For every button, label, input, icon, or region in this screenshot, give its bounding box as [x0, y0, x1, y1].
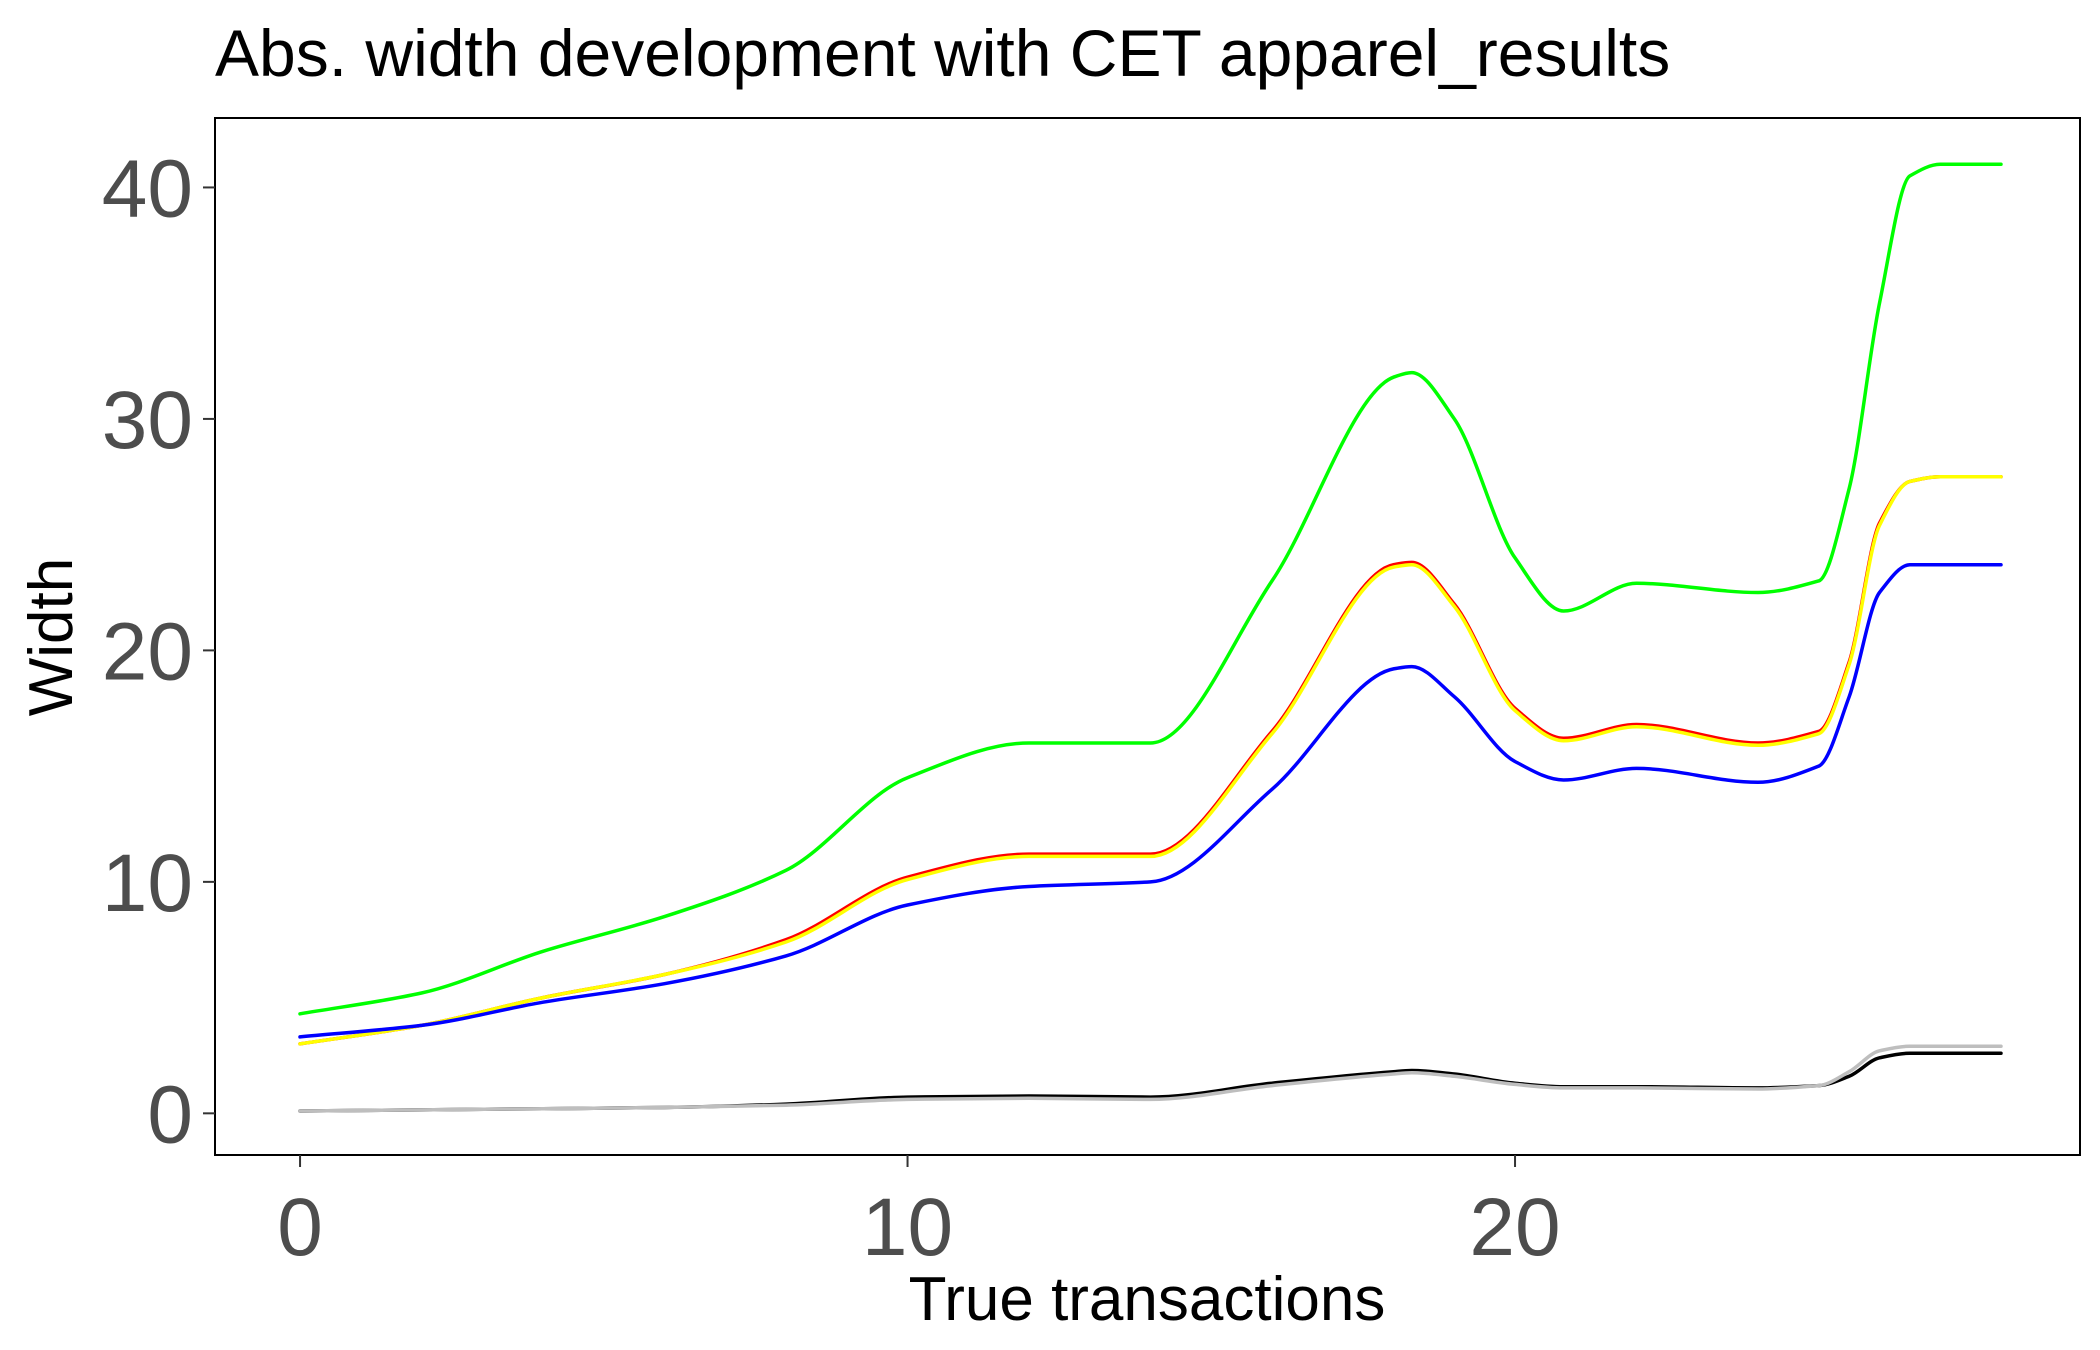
x-axis-title: True transactions [909, 1265, 1386, 1334]
x-tick-label: 0 [277, 1182, 323, 1273]
series-line-1 [298, 162, 2003, 1016]
y-tick-label: 30 [102, 375, 193, 466]
chart-title: Abs. width development with CET apparel_… [215, 16, 1670, 90]
series-line-6 [298, 1044, 2003, 1113]
plot-panel [214, 117, 2081, 1156]
y-tick-label: 0 [147, 1069, 193, 1160]
series-line-4 [298, 562, 2003, 1039]
series-layer [298, 162, 2003, 1113]
y-axis-title: Width [17, 558, 86, 716]
series-line-3 [298, 475, 2003, 1046]
y-tick-label: 10 [102, 838, 193, 929]
x-tick-label: 20 [1469, 1182, 1560, 1273]
x-tick-label: 10 [862, 1182, 953, 1273]
axes-layer: 0 10 20 30 40 0 10 20 [102, 143, 1561, 1273]
y-tick-label: 40 [102, 143, 193, 234]
y-tick-label: 20 [102, 606, 193, 697]
